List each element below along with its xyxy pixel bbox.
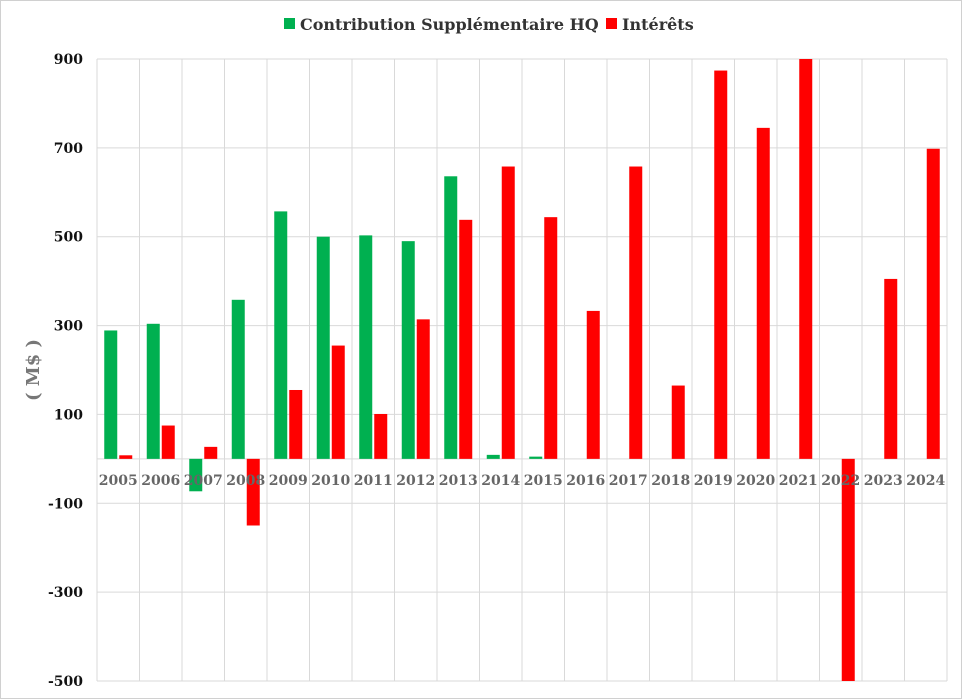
bar-interets-2012 [417,319,430,459]
legend-label: Intérêts [622,15,694,34]
legend: Contribution Supplémentaire HQ Intérêts [284,15,694,34]
x-tick-label: 2011 [354,473,393,489]
x-tick-label: 2019 [694,473,733,489]
bar-interets-2009 [289,390,302,459]
bar-interets-2008 [247,459,260,526]
x-tick-label: 2005 [99,473,138,489]
x-tick-label: 2016 [566,473,605,489]
y-axis-ticks: -500 -300 -100 100 300 500 700 900 [48,52,83,690]
x-tick-label: 2006 [141,473,180,489]
x-tick-label: 2020 [736,473,775,489]
bar-interets-2019 [714,71,727,459]
bar-interets-2005 [119,455,132,459]
bar-interets-2024 [927,149,940,459]
bar-interets-2014 [502,167,515,459]
bar-interets-2007 [204,447,217,459]
bar-interets-2011 [374,414,387,459]
bar-interets-2017 [629,167,642,459]
bar-interets-2013 [459,220,472,459]
y-tick-label: -100 [48,496,83,512]
bar-contribution-2008 [232,300,245,459]
y-tick-label: 300 [54,319,83,335]
x-tick-label: 2012 [396,473,435,489]
x-tick-label: 2018 [651,473,690,489]
bar-interets-2006 [162,426,175,459]
x-tick-label: 2021 [779,473,818,489]
x-tick-label: 2008 [226,473,265,489]
bar-contribution-2015 [529,457,542,459]
bar-contribution-2006 [147,324,160,459]
bar-contribution-2009 [274,211,287,458]
bar-contribution-2012 [402,241,415,459]
legend-swatch [606,18,617,29]
y-tick-label: 500 [54,230,83,246]
y-tick-label: 700 [54,141,83,157]
x-tick-label: 2007 [184,473,223,489]
bar-contribution-2014 [487,455,500,459]
x-tick-label: 2017 [609,473,648,489]
y-tick-label: -500 [48,674,83,690]
y-tick-label: 900 [54,52,83,68]
x-tick-label: 2023 [864,473,903,489]
x-tick-label: 2022 [821,473,860,489]
legend-label: Contribution Supplémentaire HQ [300,15,599,34]
x-tick-label: 2014 [481,473,520,489]
y-tick-label: -300 [48,585,83,601]
bar-contribution-2013 [444,176,457,459]
bar-contribution-2010 [317,237,330,459]
x-tick-label: 2009 [269,473,308,489]
bar-interets-2010 [332,346,345,459]
x-tick-label: 2010 [311,473,350,489]
bar-interets-2021 [799,59,812,459]
bar-contribution-2011 [359,235,372,458]
y-tick-label: 100 [54,407,83,423]
y-axis-label: ( M$ ) [23,339,44,401]
bar-interets-2018 [672,386,685,459]
grid-lines [97,59,947,681]
x-tick-label: 2024 [906,473,945,489]
bar-interets-2020 [757,128,770,459]
bar-interets-2015 [544,217,557,459]
bar-interets-2023 [884,279,897,459]
bar-interets-2016 [587,311,600,459]
bar-contribution-2005 [104,330,117,458]
x-tick-label: 2013 [439,473,478,489]
bar-interets-2022 [842,459,855,681]
x-tick-label: 2015 [524,473,563,489]
legend-swatch [284,18,295,29]
